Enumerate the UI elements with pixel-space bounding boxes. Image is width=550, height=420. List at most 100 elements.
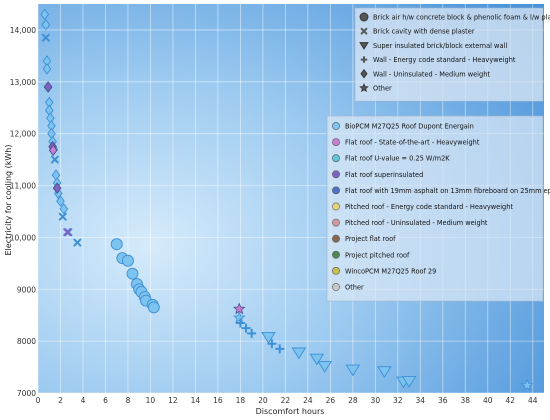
y-tick-labels: 7000 8000 9000 10,000 11,000 12,000 13,000 14,0…	[10, 26, 36, 398]
legend-walls-marker	[360, 56, 368, 63]
y-tick-label: 11,000	[10, 182, 36, 191]
y-tick-label: 8000	[17, 337, 36, 346]
data-point-x	[73, 238, 82, 247]
data-point-triangle-down	[401, 376, 417, 388]
x-tick-label: 32	[393, 396, 403, 405]
x-tick-label: 16	[213, 396, 223, 405]
x-tick-label: 24	[303, 396, 313, 405]
legend-roofs-swatch	[332, 170, 340, 179]
legend-roofs-swatch	[332, 154, 340, 163]
x-tick-label: 18	[236, 396, 246, 405]
data-point-star	[233, 311, 246, 324]
legend-walls-marker	[360, 27, 368, 35]
data-point-x	[63, 228, 72, 237]
data-point-plus	[241, 323, 251, 333]
data-point-diamond	[42, 63, 52, 75]
x-tick-label: 6	[103, 396, 108, 405]
x-tick-label: 44	[528, 396, 538, 405]
legend-walls-box	[354, 7, 544, 102]
x-tick-label: 8	[126, 396, 131, 405]
data-point-circle	[126, 267, 139, 280]
data-point-diamond	[41, 18, 51, 31]
legend-roofs-swatch	[332, 138, 340, 146]
legend-roofs-swatch	[332, 283, 340, 291]
data-point-circle	[110, 238, 123, 251]
data-point-diamond	[48, 144, 58, 157]
legend-walls: Brick air h/w concrete block & phenolic …	[354, 7, 550, 102]
legend-roofs-label: Other	[345, 284, 364, 292]
x-tick-label: 38	[461, 396, 471, 405]
x-tick-label: 40	[483, 396, 493, 405]
x-tick-label: 2	[58, 396, 63, 405]
legend-walls-label: Wall - Energy code standard - Heavyweigh…	[373, 56, 516, 64]
y-tick-label: 9000	[17, 285, 36, 294]
data-point-diamond	[43, 81, 53, 93]
x-tick-label: 30	[371, 396, 381, 405]
x-tick-label: 20	[258, 396, 268, 405]
legend-walls-marker	[360, 69, 368, 79]
x-tick-label: 26	[326, 396, 336, 405]
legend-roofs-swatch	[332, 250, 340, 259]
data-point-diamond	[59, 203, 69, 215]
data-point-diamond	[52, 182, 62, 194]
legend-walls-marker	[359, 12, 369, 22]
legend-walls-label: Other	[373, 85, 392, 93]
legend-walls-marker	[359, 42, 369, 50]
data-point-x	[41, 33, 50, 42]
y-tick-label: 10,000	[10, 233, 36, 242]
data-point-plus	[267, 339, 277, 349]
legend-roofs-label: Flat roof - State-of-the-art - Heavyweig…	[345, 139, 480, 147]
data-point-triangle-down	[317, 361, 333, 373]
legend-roofs: BioPCM M27Q25 Roof Dupont Energain Flat r…	[326, 115, 550, 302]
data-point-x	[58, 212, 67, 221]
data-point-diamond	[56, 195, 65, 207]
data-point-x	[50, 155, 59, 164]
data-point-circle	[122, 254, 134, 267]
y-tick-label: 12,000	[10, 130, 36, 139]
legend-roofs-label: Flat roof superinsulated	[345, 171, 423, 179]
data-point-triangle-down	[309, 353, 325, 366]
legend-roofs-label: BioPCM M27Q25 Roof Dupont Energain	[345, 123, 474, 131]
x-axis-title: Discomfort hours	[256, 407, 325, 416]
legend-roofs-swatch	[332, 202, 340, 211]
data-point-plus	[275, 344, 285, 354]
legend-roofs-label: Pitched roof - Uninsulated - Medium weig…	[345, 219, 488, 227]
x-tick-label: 34	[416, 396, 426, 405]
legend-roofs-label: Flat roof U-value = 0.25 W/m2K	[345, 155, 450, 163]
legend-roofs-swatch	[332, 122, 340, 130]
x-tick-label: 12	[168, 396, 178, 405]
legend-roofs-label: Pitched roof - Energy code standard - He…	[345, 203, 513, 211]
data-point-triangle-down	[291, 347, 307, 360]
data-points	[40, 8, 534, 391]
legend-walls-label: Wall - Uninsulated - Medium weight	[373, 70, 490, 78]
legend-walls-label: Super insulated brick/block external wal…	[373, 42, 507, 50]
legend-roofs-label: Flat roof with 19mm asphalt on 13mm fibr…	[345, 187, 550, 195]
legend-roofs-box	[326, 115, 544, 302]
x-tick-label: 0	[36, 396, 41, 405]
data-point-triangle-down	[377, 366, 392, 378]
x-tick-labels: 0 2 4 6 8 10 12 14 16 18 20 22 24 26 28 30 32 34 36 38 40 42 4…	[36, 396, 538, 405]
legend-roofs-swatch	[332, 234, 340, 243]
x-tick-label: 36	[438, 396, 448, 405]
y-tick-label: 7000	[17, 389, 36, 398]
data-point-plus	[235, 318, 245, 328]
data-point-circle	[147, 301, 160, 314]
legend-walls-label: Brick air h/w concrete block & phenolic …	[373, 14, 550, 22]
y-tick-label: 13,000	[10, 78, 36, 87]
legend-roofs-label: Project pitched roof	[345, 251, 410, 259]
x-tick-label: 10	[146, 396, 156, 405]
legend-roofs-label: WincoPCM M27Q25 Roof 29	[345, 267, 436, 275]
legend-walls-label: Brick cavity with dense plaster	[373, 28, 475, 36]
legend-roofs-swatch	[332, 186, 340, 195]
legend-roofs-swatch	[332, 218, 340, 227]
data-point-plus	[247, 328, 257, 338]
data-point-star	[520, 378, 534, 391]
data-point-triangle-down	[261, 331, 276, 344]
legend-walls-marker	[359, 82, 369, 93]
x-tick-label: 14	[191, 396, 201, 405]
x-tick-label: 42	[505, 396, 515, 405]
legend-roofs-swatch	[332, 266, 340, 275]
x-tick-label: 4	[81, 396, 86, 405]
